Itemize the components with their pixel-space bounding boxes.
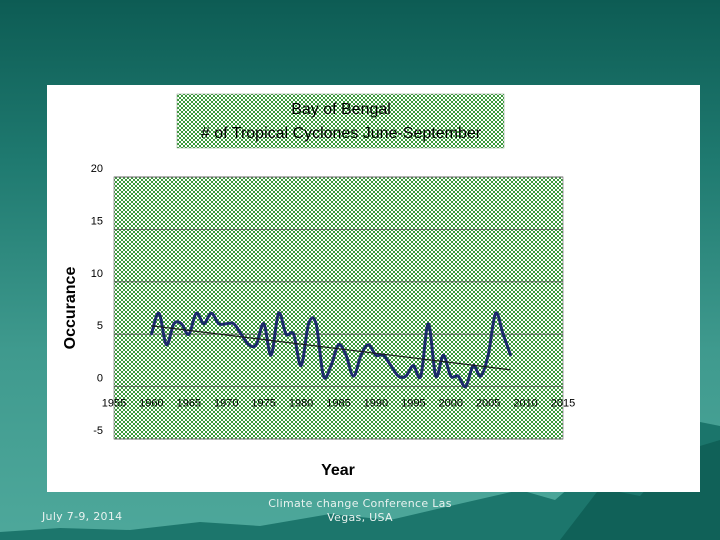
data-point-1980 [299,364,303,367]
chart: Bay of Bengal # of Tropical Cyclones Jun… [62,93,575,479]
data-point-1997 [427,322,430,325]
x-axis-title: Year [321,462,355,479]
x-tick-label: 1975 [251,398,275,410]
footer-conference: Climate change Conference Las Vegas, USA [268,497,452,524]
data-point-2001 [457,374,460,378]
data-point-1975 [262,322,265,325]
data-point-1984 [329,364,333,367]
data-point-1990 [374,353,378,357]
data-point-1966 [195,312,198,315]
data-point-1992 [389,364,393,367]
x-tick-label: 1955 [102,398,126,410]
series-marks [149,311,513,389]
y-tick-label: -5 [93,425,103,437]
x-tick-label: 1995 [401,398,425,410]
data-point-2008 [509,353,512,357]
data-point-1963 [172,322,176,325]
y-tick-label: 20 [91,163,103,175]
data-point-1979 [292,333,295,336]
y-tick-label: 5 [97,320,103,332]
data-point-1962 [165,343,168,346]
data-point-2000 [449,374,452,378]
data-point-1978 [284,333,288,336]
data-point-1983 [322,374,325,378]
trend-line [151,325,511,371]
data-point-1977 [277,312,280,315]
data-point-2007 [501,333,505,336]
chart-title-line2: # of Tropical Cyclones June-September [201,125,482,142]
x-tick-label: 1985 [326,398,350,410]
data-point-1968 [210,312,213,315]
y-axis-title: Occurance [62,267,79,350]
data-point-1996 [419,374,423,378]
data-point-1971 [232,322,235,325]
x-axis-ticks: 1955 1960 1965 1970 1975 1980 1985 1990 1995 2000… [102,398,575,410]
x-tick-label: 1980 [289,398,313,410]
chart-title-line1: Bay of Bengal [291,101,391,118]
data-point-1995 [412,364,415,367]
data-point-1986 [344,353,348,357]
x-tick-label: 1970 [214,398,238,410]
y-axis-ticks: 20 15 10 5 0 -5 [91,163,103,437]
x-tick-label: 1990 [364,398,388,410]
x-tick-label: 2010 [513,398,537,410]
data-point-2004 [479,374,482,378]
x-tick-label: 2005 [476,398,500,410]
footer-date: July 7-9, 2014 [42,510,123,523]
data-point-2006 [494,312,497,315]
x-tick-label: 1965 [177,398,201,410]
data-point-1981 [307,322,310,325]
data-point-1964 [180,322,183,325]
chart-title-box [176,93,505,149]
data-point-1969 [217,322,220,325]
data-point-1999 [442,353,445,357]
data-point-1961 [157,312,161,315]
data-point-1974 [254,343,258,346]
chart-panel: Bay of Bengal # of Tropical Cyclones Jun… [47,85,700,492]
data-point-1989 [367,343,370,346]
x-tick-label: 1960 [139,398,163,410]
plot-area [113,176,564,440]
data-point-1965 [187,333,191,336]
data-point-1982 [314,322,318,325]
data-point-1998 [434,374,437,378]
data-point-1994 [404,374,408,378]
data-point-1960 [150,333,153,336]
data-point-2005 [486,353,490,357]
data-point-1988 [359,353,363,357]
data-point-1972 [240,333,243,336]
data-point-1970 [225,322,228,325]
data-point-1985 [337,343,340,346]
x-tick-label: 2000 [439,398,463,410]
y-tick-label: 0 [97,373,103,385]
data-point-1973 [247,343,250,346]
data-point-2002 [464,385,467,388]
data-point-1967 [202,322,205,325]
data-point-1993 [397,374,400,378]
data-point-1987 [352,374,355,378]
x-tick-label: 2015 [551,398,575,410]
y-tick-label: 15 [91,215,103,227]
y-tick-label: 10 [91,268,103,280]
data-point-1976 [269,353,273,357]
